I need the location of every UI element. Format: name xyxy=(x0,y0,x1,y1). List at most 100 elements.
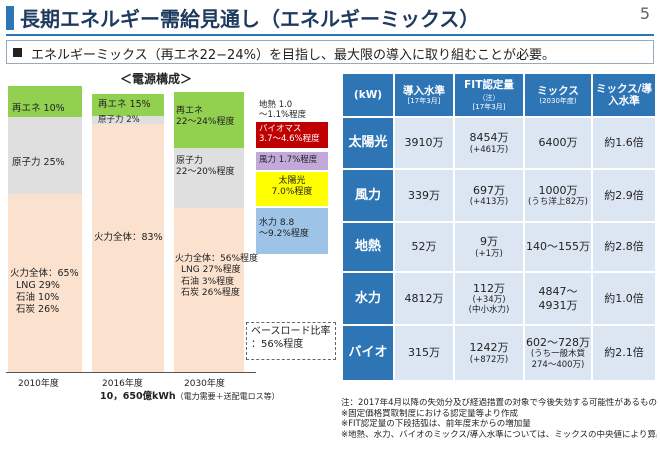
breakdown-hydro: 水力 8.8 ～9.2%程度 xyxy=(256,208,328,254)
biomass-label: バイオマス xyxy=(259,124,302,134)
breakdown-solar: 太陽光 7.0%程度 xyxy=(256,172,328,206)
footnote: ※固定価格買取制度における認定量等より作成 xyxy=(341,408,518,419)
bullet-square-icon xyxy=(13,48,22,57)
chart-title: ＜電源構成＞ xyxy=(120,72,193,86)
bar-2030-renewable-range: 22～24%程度 xyxy=(176,117,235,128)
breakdown-geothermal: 地熱 1.0 ～1.1%程度 xyxy=(256,100,328,122)
solar-label: 太陽光 xyxy=(278,176,306,186)
biomass-range: 3.7～4.6%程度 xyxy=(259,134,320,145)
breakdown-biomass: バイオマス 3.7～4.6%程度 xyxy=(256,122,328,148)
page-title: 長期エネルギー需給見通し（エネルギーミックス） xyxy=(20,7,480,31)
table-row: バイオ 315万 1242万 (+872万) 602～728万 (うち一般木質274… xyxy=(341,324,657,382)
bar-2010-lng: LNG 29% xyxy=(16,279,60,291)
chart-baseline xyxy=(6,372,256,373)
header-mix: ミックス (2030年度) xyxy=(523,72,593,118)
geothermal-label: 地熱 1.0 xyxy=(259,100,293,110)
bar-2010-oil: 石油 10% xyxy=(16,291,60,303)
bar-2010-renewable-label: 再エネ 10% xyxy=(12,103,65,114)
bar-2030-oil: 石油 3%程度 xyxy=(181,276,235,287)
bar-2010-fossil: 火力全体：65% LNG 29% 石油 10% 石炭 26% xyxy=(8,194,82,372)
cell-introduced: 52万 xyxy=(393,221,455,273)
total-demand-value: 10，650億kWh xyxy=(100,391,176,402)
cell-fit: 112万 (+34万) (中小水力) xyxy=(453,271,525,326)
bar-2016-nuclear: 原子力 2% xyxy=(92,116,164,124)
cell-ratio: 約2.9倍 xyxy=(591,168,657,223)
bar-2016-fossil-label: 火力全体：83% xyxy=(94,232,163,243)
table-row: 風力 339万 697万 (+413万) 1000万 (うち洋上82万) 約2.9倍 xyxy=(341,168,657,223)
bar-2010-renewable: 再エネ 10% xyxy=(8,86,82,117)
cell-fit: 1242万 (+872万) xyxy=(453,324,525,382)
table-header-row: (kW) 導入水準 [17年3月] FIT認定量（注） [17年3月] ミックス (2… xyxy=(341,72,657,118)
table-row: 太陽光 3910万 8454万 (+461万) 6400万 約1.6倍 xyxy=(341,116,657,170)
title-divider xyxy=(6,34,654,36)
header-introduced: 導入水準 [17年3月] xyxy=(393,72,455,118)
footnotes: 注：2017年4月以降の失効分及び経過措置の対象で今後失効する可能性があるものを… xyxy=(341,398,657,441)
row-category: バイオ xyxy=(341,324,395,382)
bar-2010-nuclear: 原子力 25% xyxy=(8,117,82,194)
cell-fit: 697万 (+413万) xyxy=(453,168,525,223)
footnote: 注：2017年4月以降の失効分及び経過措置の対象で今後失効する可能性があるものを… xyxy=(341,398,657,408)
cell-introduced: 3910万 xyxy=(393,116,455,170)
hydro-label: 水力 8.8 xyxy=(259,218,295,228)
bar-2030-nuclear: 原子力 22～20%程度 xyxy=(174,148,244,208)
table-row: 水力 4812万 112万 (+34万) (中小水力) 4847～4931万 約1.… xyxy=(341,271,657,326)
subtitle-text: エネルギーミックス（再エネ22−24%）を目指し、最大限の導入に取り組むことが必… xyxy=(31,48,555,63)
cell-introduced: 339万 xyxy=(393,168,455,223)
cell-introduced: 4812万 xyxy=(393,271,455,326)
total-demand-note: （電力需要＋送配電ロス等） xyxy=(175,392,280,401)
cell-ratio: 約1.6倍 xyxy=(591,116,657,170)
cell-ratio: 約2.1倍 xyxy=(591,324,657,382)
wind-label: 風力 1.7%程度 xyxy=(259,155,318,165)
total-demand: 10，650億kWh（電力需要＋送配電ロス等） xyxy=(100,388,280,402)
bar-2016-nuclear-label: 原子力 2% xyxy=(98,115,140,125)
row-category: 水力 xyxy=(341,271,395,326)
geothermal-range: ～1.1%程度 xyxy=(259,109,307,120)
row-category: 風力 xyxy=(341,168,395,223)
bar-2010-coal: 石炭 26% xyxy=(16,303,60,315)
baseload-label: ベースロード比率 xyxy=(251,326,331,337)
baseload-value: ：56%程度 xyxy=(251,339,304,350)
bar-2016-fossil: 火力全体：83% xyxy=(92,124,164,372)
bar-2010-nuclear-label: 原子力 25% xyxy=(12,157,65,168)
power-mix-chart: ＜電源構成＞ 再エネ 10% 原子力 25% 火力全体：65% LNG 29% … xyxy=(0,70,340,453)
cell-mix: 602～728万 (うち一般木質274～400万) xyxy=(523,324,593,382)
year-2030: 2030年度 xyxy=(184,379,225,389)
bar-2030-coal: 石炭 26%程度 xyxy=(181,287,240,298)
cell-fit: 8454万 (+461万) xyxy=(453,116,525,170)
cell-mix: 4847～4931万 xyxy=(523,271,593,326)
table-row: 地熱 52万 9万 (+1万) 140～155万 約2.8倍 xyxy=(341,221,657,273)
page-number: 5 xyxy=(639,4,650,23)
capacity-table: (kW) 導入水準 [17年3月] FIT認定量（注） [17年3月] ミックス (2… xyxy=(341,72,657,382)
year-2016: 2016年度 xyxy=(102,379,143,389)
bar-2016-renewable: 再エネ 15% xyxy=(92,94,164,116)
cell-mix: 6400万 xyxy=(523,116,593,170)
header-unit: (kW) xyxy=(341,72,395,118)
cell-ratio: 約1.0倍 xyxy=(591,271,657,326)
footnote: ※地熱、水力、バイオのミックス/導入水準については、ミックスの中央値により算出 xyxy=(341,429,657,440)
header-ratio: ミックス/導入水準 xyxy=(591,72,657,118)
title-bar: 長期エネルギー需給見通し（エネルギーミックス） 5 xyxy=(0,0,660,38)
cell-ratio: 約2.8倍 xyxy=(591,221,657,273)
bar-2030-renewable: 再エネ 22～24%程度 xyxy=(174,92,244,148)
title-accent-bar xyxy=(6,6,14,30)
bar-2030-renewable-label: 再エネ xyxy=(176,106,204,116)
bar-2030-fossil: 火力全体：56%程度 LNG 27%程度 石油 3%程度 石炭 26%程度 xyxy=(174,208,259,372)
cell-mix: 1000万 (うち洋上82万) xyxy=(523,168,593,223)
bar-2030-nuclear-range: 22～20%程度 xyxy=(176,167,235,178)
row-category: 太陽光 xyxy=(341,116,395,170)
bar-2030-lng: LNG 27%程度 xyxy=(181,265,241,276)
baseload-note: ベースロード比率 ：56%程度 xyxy=(246,322,336,360)
cell-mix: 140～155万 xyxy=(523,221,593,273)
bar-2030-nuclear-label: 原子力 xyxy=(176,156,204,166)
bar-2030-fossil-total: 火力全体：56%程度 xyxy=(175,254,259,264)
solar-range: 7.0%程度 xyxy=(271,187,313,198)
subtitle-box: エネルギーミックス（再エネ22−24%）を目指し、最大限の導入に取り組むことが必… xyxy=(6,40,654,64)
year-2010: 2010年度 xyxy=(18,379,59,389)
hydro-range: ～9.2%程度 xyxy=(259,229,309,240)
cell-fit: 9万 (+1万) xyxy=(453,221,525,273)
row-category: 地熱 xyxy=(341,221,395,273)
bar-2010-fossil-total: 火力全体：65% xyxy=(10,268,79,279)
header-fit: FIT認定量（注） [17年3月] xyxy=(453,72,525,118)
footnote: ※FIT認定量の下段括弧は、前年度末からの増加量 xyxy=(341,419,531,430)
breakdown-wind: 風力 1.7%程度 xyxy=(256,152,328,170)
